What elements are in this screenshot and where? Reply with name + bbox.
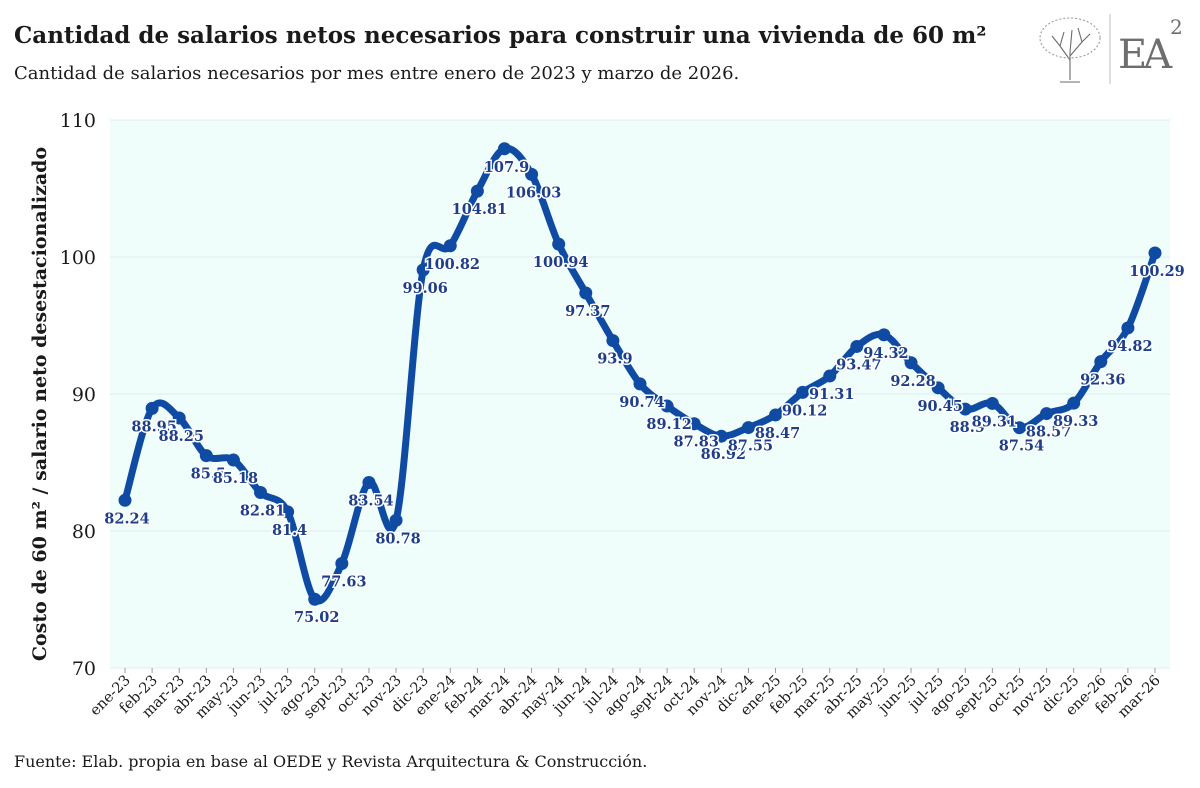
- logo-text: EA: [1118, 32, 1173, 78]
- y-axis-label: Costo de 60 m² / salario neto desestacio…: [29, 147, 51, 661]
- data-label: 90.12: [782, 402, 827, 419]
- data-point: [416, 263, 430, 277]
- data-label: 87.83: [674, 434, 719, 451]
- data-point: [687, 417, 701, 431]
- data-label: 85.18: [213, 470, 258, 487]
- data-point: [254, 486, 268, 500]
- data-label: 88.47: [755, 425, 800, 442]
- data-point: [904, 356, 918, 370]
- data-label: 83.54: [348, 493, 393, 510]
- data-point: [714, 429, 728, 443]
- data-label: 93.47: [836, 356, 881, 373]
- data-point: [769, 408, 783, 422]
- data-label: 80.78: [375, 530, 420, 547]
- data-label: 104.81: [452, 201, 508, 218]
- data-point: [633, 377, 647, 391]
- data-label: 88.9: [950, 419, 985, 436]
- data-label: 107.9: [484, 159, 529, 176]
- data-point: [443, 239, 457, 253]
- data-point: [931, 381, 945, 395]
- data-label: 100.82: [425, 256, 481, 273]
- data-label: 97.37: [565, 303, 610, 320]
- data-label: 87.54: [999, 438, 1044, 455]
- data-label: 88.95: [131, 418, 176, 435]
- data-point: [1012, 421, 1026, 435]
- data-label: 89.12: [646, 416, 691, 433]
- data-label: 90.74: [619, 394, 664, 411]
- data-point: [985, 396, 999, 410]
- data-label: 94.32: [863, 345, 908, 362]
- data-label: 81.4: [272, 522, 307, 539]
- data-point: [172, 411, 186, 425]
- data-label: 92.36: [1080, 372, 1125, 389]
- data-label: 100.29: [1129, 263, 1185, 280]
- y-tick-label: 110: [60, 110, 96, 132]
- data-label: 93.9: [597, 351, 632, 368]
- line-chart: 70 80 90 100 110 ene-23feb-23mar-23abr-23may…: [29, 110, 1186, 722]
- data-point: [1040, 407, 1054, 421]
- chart-subtitle: Cantidad de salarios necesarios por mes …: [14, 63, 740, 84]
- y-axis: 70 80 90 100 110: [60, 110, 96, 680]
- data-label: 86.92: [701, 446, 746, 463]
- y-tick-label: 70: [72, 658, 96, 680]
- data-point: [1121, 321, 1135, 335]
- data-point: [606, 334, 620, 348]
- data-point: [525, 167, 539, 181]
- grid: [110, 119, 1170, 669]
- data-label: 91.31: [809, 386, 854, 403]
- data-point: [308, 592, 322, 606]
- data-point: [796, 385, 810, 399]
- data-point: [877, 328, 891, 342]
- data-label: 85.5: [191, 466, 226, 483]
- publisher-logo: EA 2: [1039, 14, 1183, 84]
- data-label: 77.63: [321, 573, 366, 590]
- data-point: [823, 369, 837, 383]
- data-point: [335, 556, 349, 570]
- data-label: 87.55: [728, 438, 773, 455]
- data-label: 75.02: [294, 609, 339, 626]
- y-tick-label: 90: [72, 384, 96, 406]
- logo-superscript: 2: [1170, 15, 1183, 39]
- data-point: [470, 184, 484, 198]
- data-point: [118, 493, 132, 507]
- data-point: [1067, 396, 1081, 410]
- data-point: [958, 402, 972, 416]
- source-note: Fuente: Elab. propia en base al OEDE y R…: [14, 752, 648, 771]
- data-point: [1094, 355, 1108, 369]
- x-axis: ene-23feb-23mar-23abr-23may-23jun-23jul-…: [87, 668, 1164, 722]
- data-point: [362, 476, 376, 490]
- chart-title: Cantidad de salarios netos necesarios pa…: [14, 22, 987, 49]
- data-label: 82.81: [240, 503, 285, 520]
- data-label: 100.94: [533, 254, 589, 271]
- data-label: 90.45: [917, 398, 962, 415]
- data-label: 106.03: [506, 184, 562, 201]
- data-label: 92.28: [890, 373, 935, 390]
- data-label: 89.33: [1053, 413, 1098, 430]
- data-point: [226, 453, 240, 467]
- data-point: [552, 237, 566, 251]
- data-point: [660, 399, 674, 413]
- data-point: [497, 142, 511, 156]
- data-point: [281, 505, 295, 519]
- data-point: [199, 449, 213, 463]
- data-point: [850, 339, 864, 353]
- data-label: 94.82: [1107, 338, 1152, 355]
- tree-icon: [1039, 17, 1101, 83]
- data-point: [145, 401, 159, 415]
- data-point: [389, 513, 403, 527]
- y-tick-label: 100: [60, 247, 96, 269]
- y-tick-label: 80: [72, 521, 96, 543]
- series-line-group: [118, 142, 1162, 606]
- data-label: 89.31: [972, 413, 1017, 430]
- data-point: [1148, 246, 1162, 260]
- data-label: 99.06: [402, 280, 447, 297]
- data-point: [579, 286, 593, 300]
- data-point: [741, 421, 755, 435]
- data-label: 82.24: [104, 510, 149, 527]
- data-label: 88.57: [1026, 424, 1071, 441]
- data-label: 88.25: [159, 428, 204, 445]
